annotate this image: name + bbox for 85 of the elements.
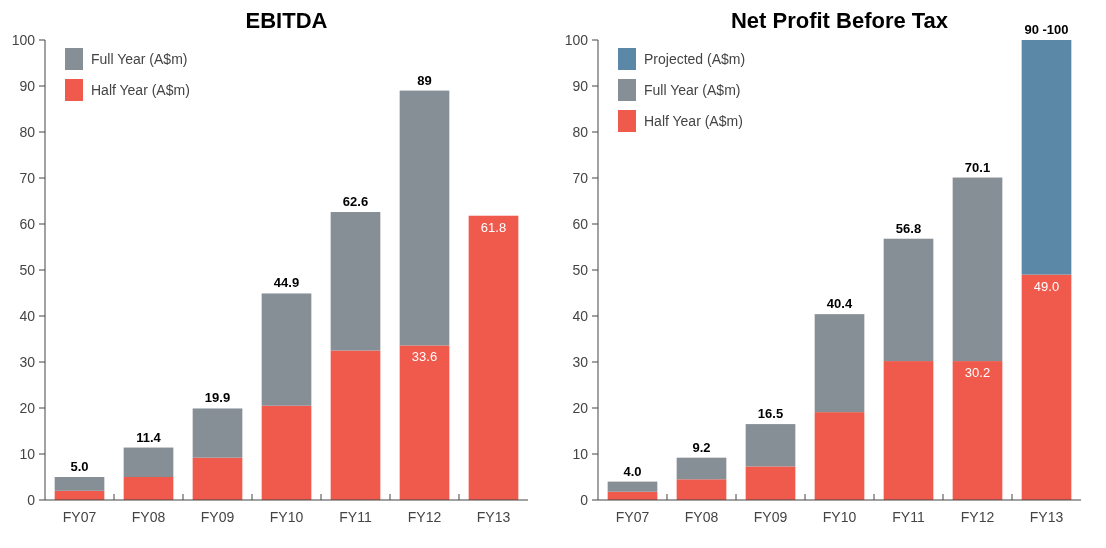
bar: [883, 361, 934, 500]
bar: [745, 466, 796, 500]
x-tick-label: FY13: [1029, 509, 1064, 525]
total-label: 4.0: [623, 463, 642, 479]
total-label: 5.0: [70, 459, 89, 474]
bar: [676, 479, 727, 500]
bar: [54, 477, 105, 491]
legend-label: Half Year (A$m): [91, 82, 190, 98]
x-tick-label: FY08: [131, 509, 166, 525]
y-tick-label: 80: [572, 123, 589, 140]
y-tick-label: 30: [19, 353, 36, 370]
x-tick-label: FY13: [476, 509, 511, 525]
chart-title: EBITDA: [245, 8, 328, 33]
y-tick-label: 100: [564, 31, 589, 48]
legend-label: Full Year (A$m): [644, 82, 741, 98]
y-tick-label: 40: [572, 307, 589, 324]
y-tick-label: 10: [19, 445, 36, 462]
y-tick-label: 70: [19, 169, 36, 186]
y-tick-label: 50: [19, 261, 36, 278]
x-tick-label: FY10: [269, 509, 304, 525]
legend-label: Projected (A$m): [644, 51, 746, 67]
y-tick-label: 70: [572, 169, 589, 186]
total-label: 40.4: [826, 296, 853, 312]
bar: [261, 293, 312, 406]
y-tick-label: 60: [572, 215, 589, 232]
y-tick-label: 100: [11, 31, 36, 48]
bar: [468, 215, 519, 500]
total-label: 9.2: [692, 439, 711, 455]
bar: [123, 447, 174, 477]
x-tick-label: FY09: [200, 509, 235, 525]
y-tick-label: 20: [19, 399, 36, 416]
bar: [814, 412, 865, 500]
x-tick-label: FY09: [753, 509, 788, 525]
bar: [123, 477, 174, 500]
x-tick-label: FY08: [684, 509, 719, 525]
total-label: 19.9: [204, 390, 231, 406]
bar: [1021, 274, 1072, 500]
x-tick-label: FY12: [960, 509, 995, 525]
total-label: 90 -100: [1024, 22, 1069, 37]
x-tick-label: FY10: [822, 509, 857, 525]
y-tick-label: 90: [19, 77, 36, 94]
x-tick-label: FY07: [62, 509, 97, 525]
data-label: 61.8: [480, 219, 507, 235]
bar: [399, 345, 450, 500]
bar: [952, 177, 1003, 362]
bar: [261, 405, 312, 500]
x-tick-label: FY12: [407, 509, 442, 525]
bar: [399, 90, 450, 346]
total-label: 62.6: [342, 194, 369, 210]
bar: [330, 350, 381, 500]
y-tick-label: 0: [27, 491, 36, 508]
bar: [814, 314, 865, 413]
bar: [745, 424, 796, 467]
bar: [1021, 40, 1072, 275]
y-tick-label: 50: [572, 261, 589, 278]
legend-label: Full Year (A$m): [91, 51, 188, 67]
y-tick-label: 0: [580, 491, 589, 508]
bar: [952, 361, 1003, 500]
bar: [192, 457, 243, 500]
total-label: 16.5: [757, 406, 784, 422]
total-label: 11.4: [136, 429, 162, 445]
data-label: 30.2: [964, 365, 991, 381]
total-label: 89: [417, 72, 432, 88]
bar: [607, 481, 658, 492]
x-tick-label: FY11: [339, 509, 372, 525]
x-tick-label: FY11: [892, 509, 925, 525]
x-tick-label: FY07: [615, 509, 650, 525]
y-tick-label: 30: [572, 353, 589, 370]
total-label: 56.8: [895, 220, 922, 236]
bar: [883, 238, 934, 362]
total-label: 70.1: [964, 159, 991, 175]
y-tick-label: 40: [19, 307, 36, 324]
data-label: 49.0: [1033, 278, 1060, 294]
bar: [330, 212, 381, 351]
legend-label: Half Year (A$m): [644, 113, 743, 129]
bar: [676, 457, 727, 480]
data-label: 33.6: [411, 349, 438, 365]
y-tick-label: 60: [19, 215, 36, 232]
y-tick-label: 90: [572, 77, 589, 94]
total-label: 44.9: [273, 275, 300, 291]
y-tick-label: 20: [572, 399, 589, 416]
y-tick-label: 80: [19, 123, 36, 140]
bar: [192, 408, 243, 458]
y-tick-label: 10: [572, 445, 589, 462]
chart-title: Net Profit Before Tax: [730, 8, 949, 33]
